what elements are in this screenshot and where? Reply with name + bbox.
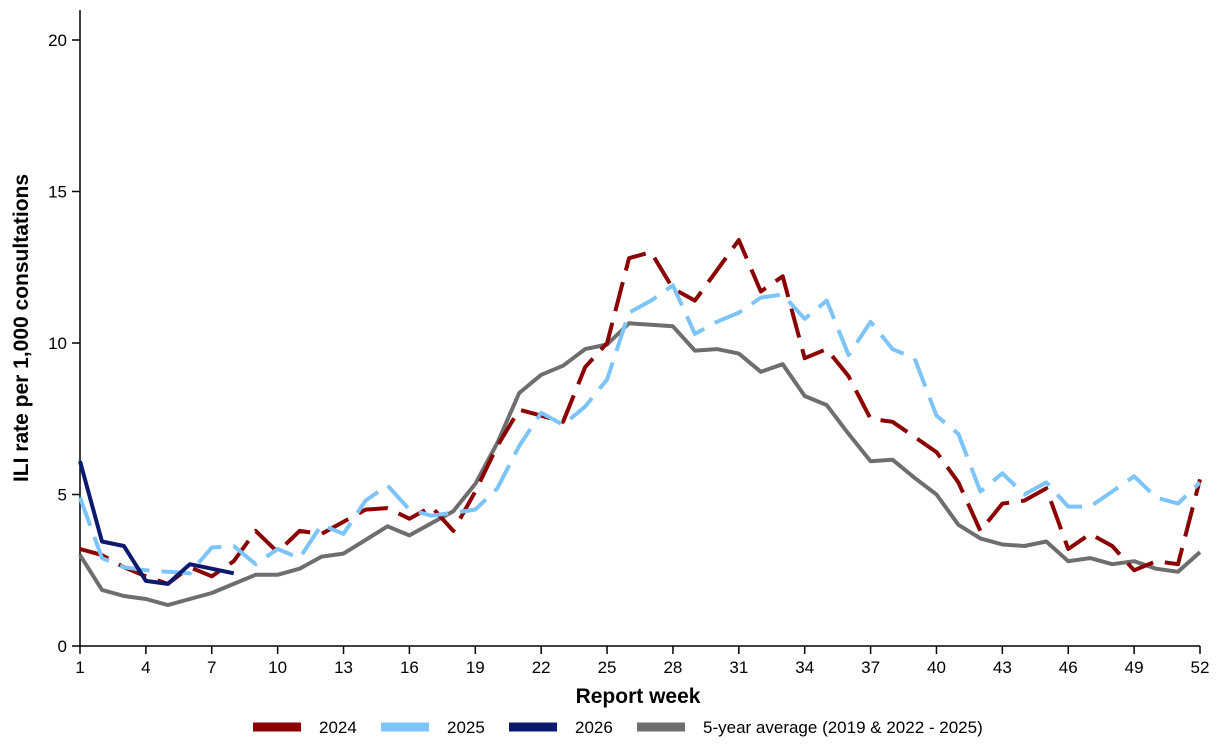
x-tick-label: 1 [75, 658, 84, 677]
y-tick-label: 20 [48, 31, 67, 50]
x-tick-label: 13 [334, 658, 353, 677]
x-tick-label: 22 [532, 658, 551, 677]
x-ticks: 1 4 7 10 13 16 19 22 25 28 31 34 37 40 43 46 49 52 [75, 646, 1209, 677]
x-tick-label: 7 [207, 658, 216, 677]
x-tick-label: 10 [268, 658, 287, 677]
series-line-5-year [78, 321, 1202, 608]
x-tick-label: 28 [663, 658, 682, 677]
x-tick-label: 25 [598, 658, 617, 677]
x-tick-label: 46 [1059, 658, 1078, 677]
x-tick-label: 52 [1191, 658, 1210, 677]
axes [79, 10, 1200, 647]
series-line-2025 [78, 283, 1202, 576]
x-tick-label: 4 [141, 658, 150, 677]
y-tick-label: 0 [58, 637, 67, 656]
legend-label: 2026 [575, 718, 613, 737]
series-line-2026 [78, 460, 235, 586]
y-tick-label: 5 [58, 486, 67, 505]
series-line-2024 [79, 238, 1202, 586]
legend-label: 5-year average (2019 & 2022 - 2025) [703, 718, 983, 737]
x-tick-label: 40 [927, 658, 946, 677]
x-tick-label: 34 [795, 658, 814, 677]
legend-label: 2024 [319, 718, 357, 737]
x-tick-label: 31 [729, 658, 748, 677]
x-tick-label: 16 [400, 658, 419, 677]
legend-label: 2025 [447, 718, 485, 737]
y-tick-label: 15 [48, 183, 67, 202]
x-tick-label: 19 [466, 658, 485, 677]
x-tick-label: 37 [861, 658, 880, 677]
x-tick-label: 43 [993, 658, 1012, 677]
x-tick-label: 49 [1125, 658, 1144, 677]
y-axis-title: ILI rate per 1,000 consultations [10, 174, 33, 482]
legend: 2024 2025 2026 5-year average (2019 & 2022 … [253, 718, 983, 737]
y-ticks: 0 5 10 15 20 [48, 31, 80, 656]
x-axis-title: Report week [576, 685, 701, 708]
series-layer [78, 238, 1202, 608]
y-tick-label: 10 [48, 334, 67, 353]
